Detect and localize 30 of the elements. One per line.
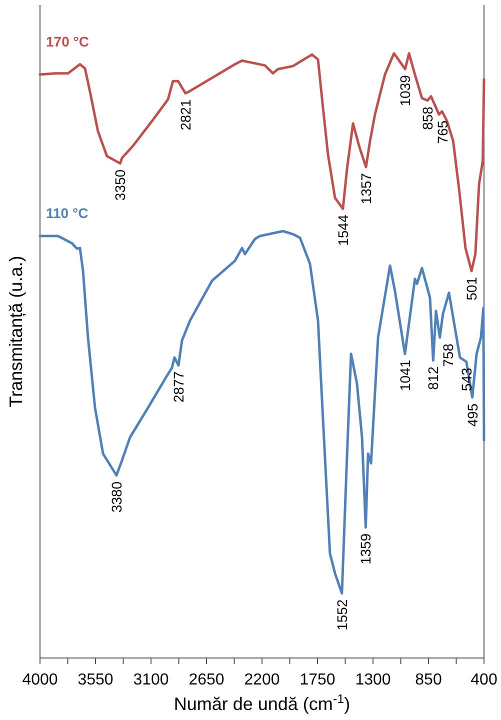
annotation: 1039 [397,74,414,106]
annotation: 812 [425,366,442,390]
x-tick-label: 1300 [355,672,391,689]
series-label: 170 °C [46,33,89,50]
annotation: 2821 [177,99,194,130]
x-tick-label: 4000 [22,672,58,689]
x-tick-label: 1750 [300,672,336,689]
annotation: 1544 [334,214,351,246]
annotation: 495 [464,403,480,427]
annotation: 858 [420,106,436,130]
y-axis-title: Transmitanță (u.a.) [6,256,26,408]
series-label: 110 °C [46,204,88,221]
annotation: 1552 [334,599,350,630]
x-axis-title: Număr de undă (cm$^{-1}$) [174,692,350,714]
annotation: 1359 [358,533,374,565]
annotation: 3350 [112,169,128,201]
x-tick-label: 2200 [244,672,280,689]
annotation: 501 [464,276,480,300]
x-tick-label: 2650 [188,672,224,689]
annotation: 1041 [396,360,413,392]
annotation: 765 [434,120,451,144]
annotation: 3380 [108,481,124,513]
annotation: 758 [440,343,456,367]
x-tick-label: 3100 [133,672,169,689]
x-tick-label: 850 [415,672,442,689]
x-tick-label: 3550 [78,672,114,689]
x-tick-label: 400 [470,672,498,689]
annotation: 543 [458,368,474,392]
annotation: 2877 [170,371,187,403]
annotation: 1357 [358,172,374,204]
